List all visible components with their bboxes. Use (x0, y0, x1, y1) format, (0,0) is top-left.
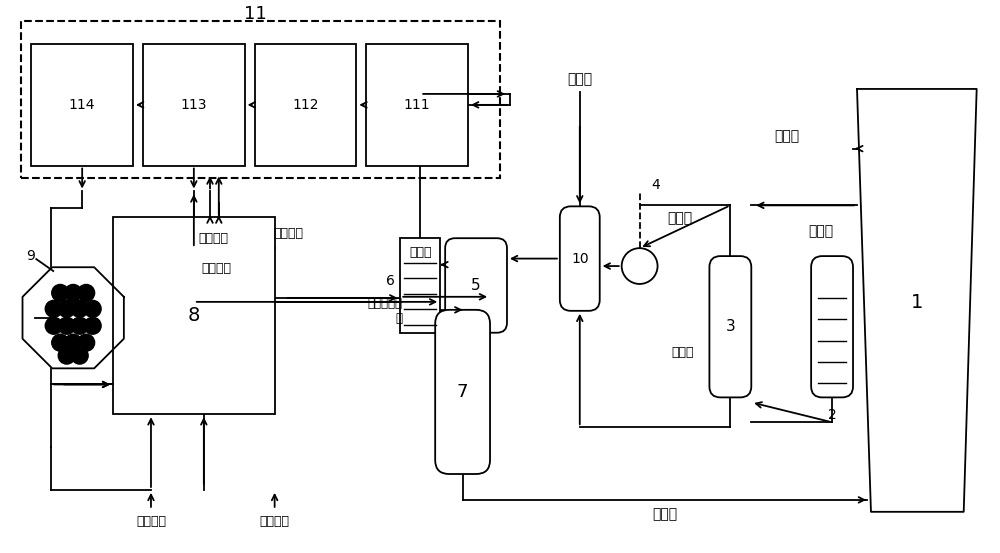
Text: 高温氦气: 高温氦气 (136, 515, 166, 528)
Text: 预热的混合
气: 预热的混合 气 (367, 297, 402, 325)
Circle shape (58, 317, 75, 334)
Circle shape (65, 334, 82, 351)
Text: 112: 112 (292, 98, 319, 112)
Text: 4: 4 (652, 179, 660, 192)
Text: 10: 10 (571, 252, 589, 265)
Text: 还原气: 还原气 (652, 507, 677, 521)
Text: 11: 11 (244, 6, 267, 23)
Bar (31, 44, 133, 165)
Text: 3: 3 (725, 319, 735, 334)
Text: 113: 113 (181, 98, 207, 112)
Text: 5: 5 (471, 278, 481, 293)
FancyBboxPatch shape (435, 310, 490, 474)
Circle shape (84, 317, 101, 334)
Bar (21, 21, 500, 179)
FancyBboxPatch shape (811, 256, 853, 398)
Text: 混合气: 混合气 (410, 246, 432, 259)
Text: 9: 9 (26, 249, 35, 263)
Bar (255, 44, 356, 165)
Circle shape (78, 334, 95, 351)
Polygon shape (23, 267, 124, 368)
Bar (366, 44, 468, 165)
Circle shape (78, 284, 95, 301)
Text: 炉顶气: 炉顶气 (668, 211, 693, 225)
Bar (113, 217, 275, 414)
Circle shape (71, 317, 88, 334)
Text: 114: 114 (69, 98, 95, 112)
Circle shape (84, 300, 101, 317)
Circle shape (58, 347, 75, 364)
Circle shape (622, 248, 658, 284)
Bar (143, 44, 245, 165)
Circle shape (52, 284, 69, 301)
Text: 2: 2 (828, 408, 836, 422)
Text: 高温氦气: 高温氦气 (260, 515, 290, 528)
Circle shape (52, 334, 69, 351)
Circle shape (45, 317, 62, 334)
Text: 炉顶气: 炉顶气 (774, 129, 799, 143)
Text: 水蒸汽: 水蒸汽 (672, 346, 694, 359)
Circle shape (71, 347, 88, 364)
Circle shape (58, 300, 75, 317)
Circle shape (65, 284, 82, 301)
FancyBboxPatch shape (560, 206, 600, 311)
Text: 炉顶气: 炉顶气 (809, 224, 834, 238)
Text: 8: 8 (188, 306, 200, 325)
Text: 含杂氢气: 含杂氢气 (199, 232, 229, 244)
Circle shape (45, 300, 62, 317)
Text: 1: 1 (911, 294, 923, 312)
FancyBboxPatch shape (445, 238, 507, 333)
Text: 纯化氢气: 纯化氢气 (274, 227, 304, 239)
Text: 111: 111 (404, 98, 431, 112)
Text: 7: 7 (457, 383, 468, 401)
Text: 含杂氢气: 含杂氢气 (202, 262, 232, 274)
FancyBboxPatch shape (709, 256, 751, 398)
Text: 天然气: 天然气 (567, 72, 592, 86)
Polygon shape (857, 89, 977, 512)
Circle shape (71, 300, 88, 317)
Bar (400, 238, 440, 333)
Text: 6: 6 (386, 274, 395, 288)
